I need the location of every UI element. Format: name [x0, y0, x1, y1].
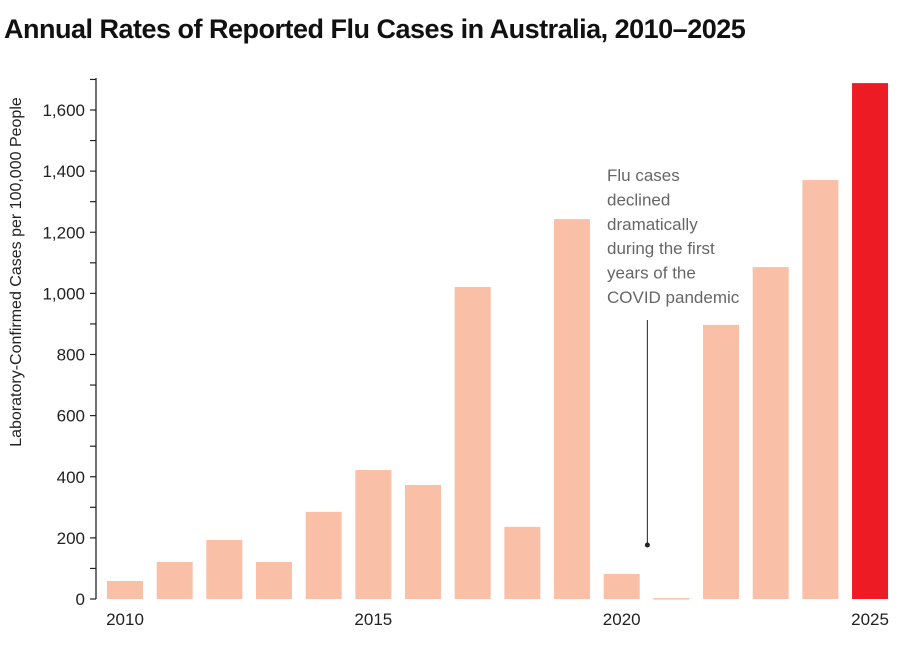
bar-2023	[752, 267, 789, 599]
y-tick-label: 1,400	[42, 162, 85, 181]
y-tick-label: 400	[57, 468, 85, 487]
bar-2016	[405, 485, 442, 599]
annotation-text: COVID pandemic	[607, 288, 740, 307]
bar-2021	[653, 598, 690, 600]
bar-2013	[256, 562, 293, 599]
bar-2012	[206, 540, 243, 599]
annotation-text: during the first	[607, 239, 715, 258]
annotation-text: Flu cases	[607, 166, 680, 185]
bar-2011	[156, 562, 193, 599]
x-tick-label: 2010	[106, 610, 144, 629]
y-tick-label: 1,600	[42, 101, 85, 120]
annotation-dot	[644, 542, 650, 548]
bar-2018	[504, 526, 541, 599]
annotation-text: years of the	[607, 264, 696, 283]
bar-2024	[802, 179, 839, 599]
annotation-text: dramatically	[607, 215, 698, 234]
x-tick-label: 2015	[354, 610, 392, 629]
y-tick-label: 0	[76, 590, 85, 609]
annotation-text: declined	[607, 190, 670, 209]
y-tick-label: 1,200	[42, 223, 85, 242]
bar-2019	[554, 219, 591, 599]
bar-2025	[852, 83, 889, 600]
chart-title: Annual Rates of Reported Flu Cases in Au…	[4, 14, 746, 44]
y-tick-label: 1,000	[42, 284, 85, 303]
y-axis-label: Laboratory-Confirmed Cases per 100,000 P…	[8, 97, 25, 447]
y-tick-label: 200	[57, 529, 85, 548]
bar-2010	[107, 580, 143, 599]
bar-2022	[703, 324, 740, 599]
x-tick-label: 2020	[603, 610, 641, 629]
y-tick-label: 600	[57, 407, 85, 426]
bar-2014	[305, 511, 342, 599]
bar-2015	[355, 470, 392, 599]
y-tick-label: 800	[57, 346, 85, 365]
bar-2017	[454, 286, 491, 599]
bar-2020	[603, 573, 640, 599]
x-tick-label: 2025	[851, 610, 889, 629]
